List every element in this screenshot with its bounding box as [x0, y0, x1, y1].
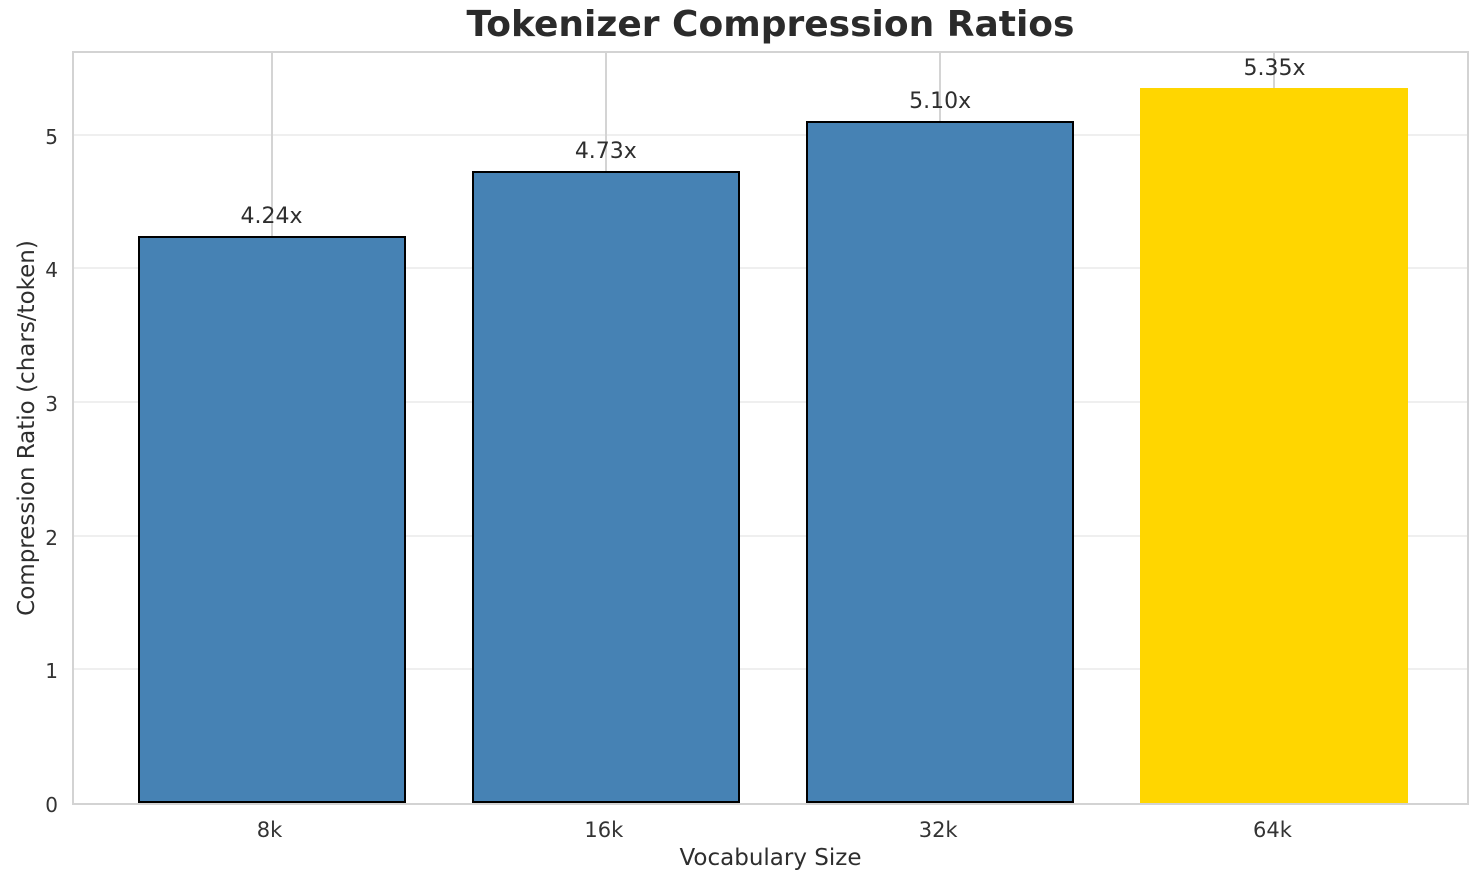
y-tick-label: 3 — [45, 391, 58, 416]
y-tick-label: 1 — [45, 659, 58, 684]
horizontal-gridline — [74, 668, 1467, 671]
y-tick-label: 0 — [45, 793, 58, 817]
bar-value-label: 5.10x — [909, 89, 972, 115]
horizontal-gridline — [74, 400, 1467, 403]
y-tick-label: 4 — [45, 258, 58, 283]
horizontal-gridline — [74, 534, 1467, 537]
horizontal-gridline — [74, 267, 1467, 270]
bar-value-label: 4.24x — [240, 204, 303, 230]
bar-value-label: 4.73x — [574, 138, 637, 164]
y-tick-label: 5 — [45, 124, 58, 149]
bar — [1140, 87, 1409, 803]
x-axis-label: Vocabulary Size — [679, 845, 862, 871]
x-tick-label: 64k — [1253, 818, 1292, 842]
horizontal-gridline — [74, 133, 1467, 136]
bar — [137, 236, 406, 803]
bar — [806, 121, 1075, 803]
bar-value-label: 5.35x — [1243, 55, 1306, 81]
x-tick-label: 32k — [918, 818, 958, 842]
x-tick-label: 8k — [256, 818, 283, 842]
chart-title: Tokenizer Compression Ratios — [466, 4, 1075, 45]
y-tick-label: 2 — [45, 525, 58, 550]
y-axis-label: Compression Ratio (chars/token) — [14, 240, 40, 616]
x-tick-label: 16k — [584, 818, 624, 842]
plot-area: 4.24x 4.73x 5.10x 5.35x — [72, 51, 1469, 805]
bar — [471, 170, 740, 803]
